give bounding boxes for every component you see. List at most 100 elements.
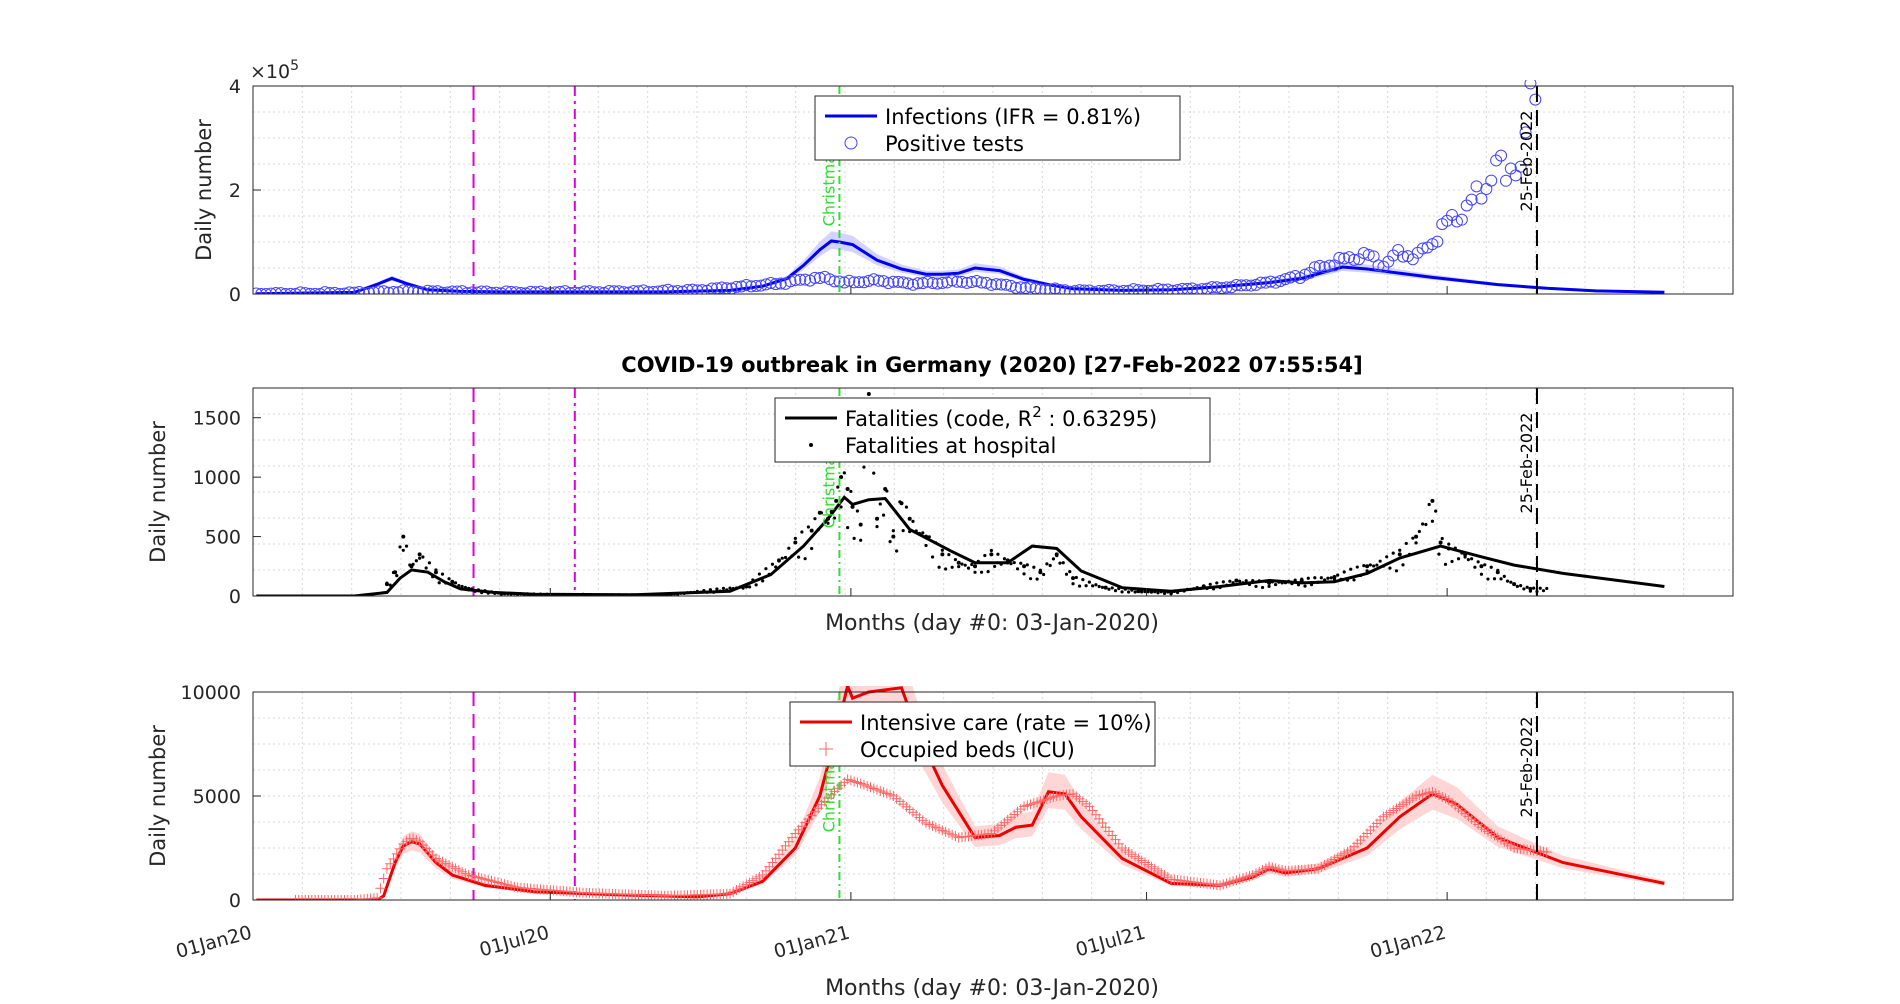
positive-test-marker	[960, 276, 973, 289]
icu-bed-marker	[1541, 847, 1552, 858]
positive-test-marker	[1367, 250, 1380, 263]
hospital-fatality-dot	[1228, 579, 1232, 583]
hospital-fatality-dot	[832, 516, 837, 520]
hospital-fatality-dot	[493, 591, 497, 596]
hospital-fatality-dot	[1264, 579, 1268, 584]
hospital-fatality-dot	[940, 548, 944, 552]
hospital-fatality-dot	[1300, 577, 1304, 581]
hospital-fatality-dot	[581, 593, 585, 596]
hospital-fatality-dot	[836, 485, 840, 489]
hospital-fatality-dot	[1185, 587, 1189, 592]
hospital-fatality-dot	[1123, 587, 1127, 591]
hospital-fatality-dot	[937, 565, 941, 569]
axes-box	[252, 387, 1734, 597]
hospital-fatality-dot	[460, 584, 464, 589]
date-label: 25-Feb-2022	[1517, 413, 1536, 514]
hospital-fatality-dot	[917, 531, 922, 536]
positive-test-marker	[1210, 281, 1223, 294]
x-tick-label: 01Jan22	[1368, 922, 1449, 963]
hospital-fatality-dot	[774, 565, 778, 569]
hospital-fatality-dot	[1499, 577, 1503, 581]
hospital-fatality-dot	[1532, 586, 1536, 590]
series-line-1	[256, 239, 1665, 294]
positive-test-marker	[343, 286, 356, 294]
plot-area	[256, 686, 1665, 900]
positive-test-marker	[583, 285, 596, 294]
hospital-fatality-dot	[819, 511, 824, 515]
positive-test-marker	[387, 286, 400, 294]
hospital-fatality-dot	[1280, 581, 1284, 585]
hospital-fatality-dot	[512, 592, 516, 596]
hospital-fatality-dot	[1113, 589, 1118, 593]
positive-test-marker	[377, 285, 390, 294]
hospital-fatality-dot	[1476, 560, 1480, 564]
hospital-fatality-dot	[970, 562, 974, 567]
hospital-fatality-dot	[1515, 584, 1519, 588]
positive-test-marker	[608, 285, 621, 294]
positive-test-marker	[990, 278, 1003, 291]
positive-test-marker	[955, 275, 968, 288]
positive-test-marker	[838, 276, 851, 289]
positive-test-marker	[603, 285, 616, 294]
legend-entry-1-rest: : 0.63295)	[1042, 407, 1157, 431]
hospital-fatality-dot	[1473, 565, 1477, 569]
hospital-fatality-dot	[1287, 579, 1291, 583]
hospital-fatality-dot	[1483, 563, 1487, 567]
hospital-fatality-dot	[633, 593, 637, 596]
hospital-fatality-dot	[502, 592, 507, 596]
positive-test-marker	[367, 286, 380, 294]
hospital-fatality-dot	[1120, 590, 1124, 594]
hospital-fatality-dot	[627, 593, 631, 596]
positive-test-marker	[970, 275, 983, 288]
hospital-fatality-dot	[1398, 548, 1402, 552]
hospital-fatality-dot	[450, 579, 455, 584]
positive-test-marker	[1485, 174, 1498, 187]
hospital-fatality-dot	[1251, 578, 1255, 583]
hospital-fatality-dot	[1509, 580, 1513, 584]
positive-test-marker	[500, 285, 513, 294]
y-tick-label: 0	[229, 890, 241, 912]
hospital-fatality-dot	[816, 528, 820, 532]
hospital-fatality-dot	[1456, 557, 1461, 561]
hospital-fatality-dot	[901, 529, 905, 533]
hospital-fatality-dot	[783, 555, 788, 560]
positive-test-marker	[735, 280, 748, 293]
hospital-fatality-dot	[545, 592, 549, 596]
hospital-fatality-dot	[842, 471, 846, 475]
hospital-fatality-dot	[904, 505, 909, 509]
hospital-fatality-dot	[447, 577, 451, 581]
positive-test-marker	[519, 287, 532, 294]
hospital-fatality-dot	[911, 519, 915, 523]
hospital-fatality-dot	[1215, 581, 1219, 585]
positive-test-marker	[1220, 281, 1233, 294]
positive-test-marker	[568, 286, 581, 294]
hospital-fatality-dot	[525, 592, 530, 596]
hospital-fatality-dot	[956, 560, 961, 565]
hospital-fatality-dot	[1234, 579, 1238, 583]
positive-test-marker	[808, 271, 821, 284]
positive-test-marker	[1475, 192, 1488, 205]
hospital-fatality-dot	[1244, 579, 1248, 583]
hospital-fatality-dot	[653, 593, 657, 596]
hospital-fatality-dot	[453, 581, 458, 585]
legend-superscript: 2	[1032, 403, 1042, 421]
hospital-fatality-dot	[924, 543, 928, 548]
hospital-fatality-dot	[1440, 536, 1444, 541]
positive-test-marker	[1529, 93, 1542, 106]
hospital-fatality-dot	[875, 525, 879, 529]
positive-test-marker	[421, 284, 434, 294]
hospital-fatality-dot	[1421, 522, 1425, 526]
hospital-fatality-dot	[875, 516, 880, 521]
legend-entry-2: Positive tests	[885, 132, 1024, 156]
hospital-fatality-dot	[790, 554, 794, 558]
positive-test-marker	[470, 286, 483, 294]
positive-test-marker	[1098, 284, 1111, 294]
positive-test-marker	[510, 286, 523, 294]
positive-test-marker	[1352, 253, 1365, 266]
hospital-fatality-dot	[1100, 585, 1105, 589]
hospital-fatality-dot	[1091, 584, 1095, 588]
hospital-fatality-dot	[761, 579, 765, 583]
hospital-fatality-dot	[1309, 583, 1314, 587]
hospital-fatality-dot	[594, 593, 598, 596]
